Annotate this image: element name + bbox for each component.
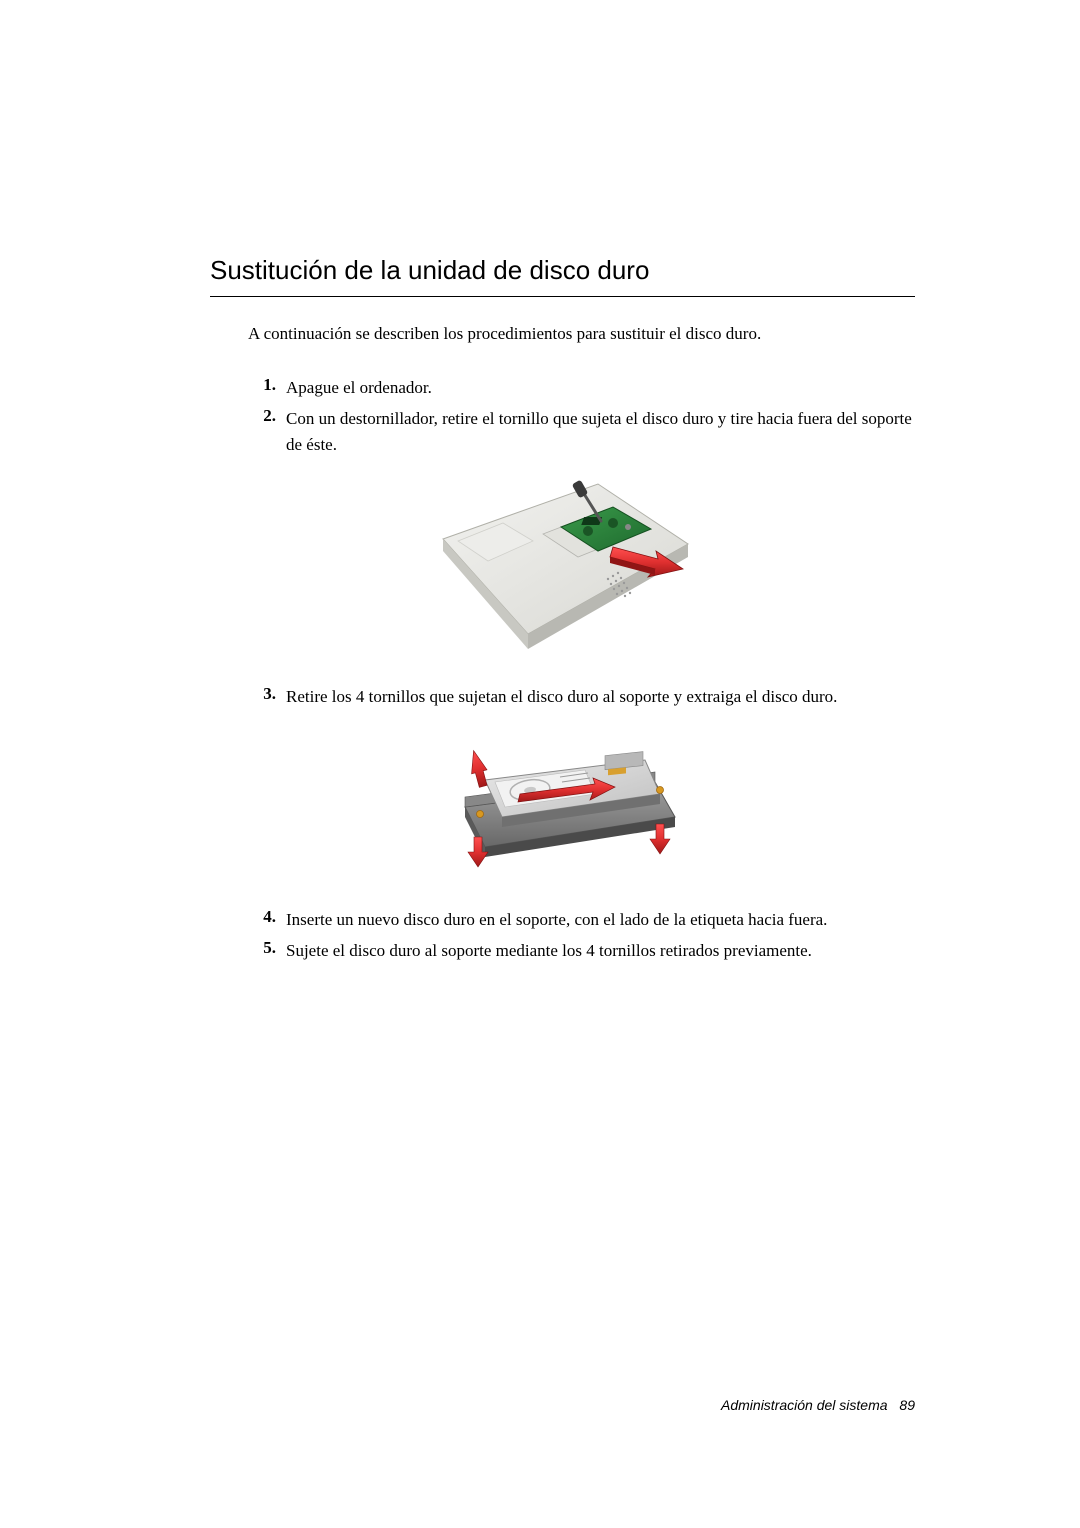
step-item: 4. Inserte un nuevo disco duro en el sop… xyxy=(248,907,915,933)
figure-2 xyxy=(210,732,915,877)
step-number: 3. xyxy=(248,684,276,710)
step-list: 1. Apague el ordenador. 2. Con un destor… xyxy=(248,375,915,458)
step-list: 4. Inserte un nuevo disco duro en el sop… xyxy=(248,907,915,964)
step-item: 2. Con un destornillador, retire el torn… xyxy=(248,406,915,457)
step-item: 1. Apague el ordenador. xyxy=(248,375,915,401)
step-text: Inserte un nuevo disco duro en el soport… xyxy=(286,907,915,933)
page-footer: Administración del sistema 89 xyxy=(721,1397,915,1413)
intro-paragraph: A continuación se describen los procedim… xyxy=(248,321,915,347)
step-text: Apague el ordenador. xyxy=(286,375,915,401)
step-item: 5. Sujete el disco duro al soporte media… xyxy=(248,938,915,964)
section-heading: Sustitución de la unidad de disco duro xyxy=(210,255,915,297)
step-list: 3. Retire los 4 tornillos que sujetan el… xyxy=(248,684,915,710)
step-number: 2. xyxy=(248,406,276,457)
step-text: Con un destornillador, retire el tornill… xyxy=(286,406,915,457)
step-number: 4. xyxy=(248,907,276,933)
footer-page-number: 89 xyxy=(899,1397,915,1413)
step-number: 1. xyxy=(248,375,276,401)
footer-section-label: Administración del sistema xyxy=(721,1397,888,1413)
step-number: 5. xyxy=(248,938,276,964)
step-text: Retire los 4 tornillos que sujetan el di… xyxy=(286,684,915,710)
step-item: 3. Retire los 4 tornillos que sujetan el… xyxy=(248,684,915,710)
figure-1 xyxy=(210,479,915,654)
step-text: Sujete el disco duro al soporte mediante… xyxy=(286,938,915,964)
